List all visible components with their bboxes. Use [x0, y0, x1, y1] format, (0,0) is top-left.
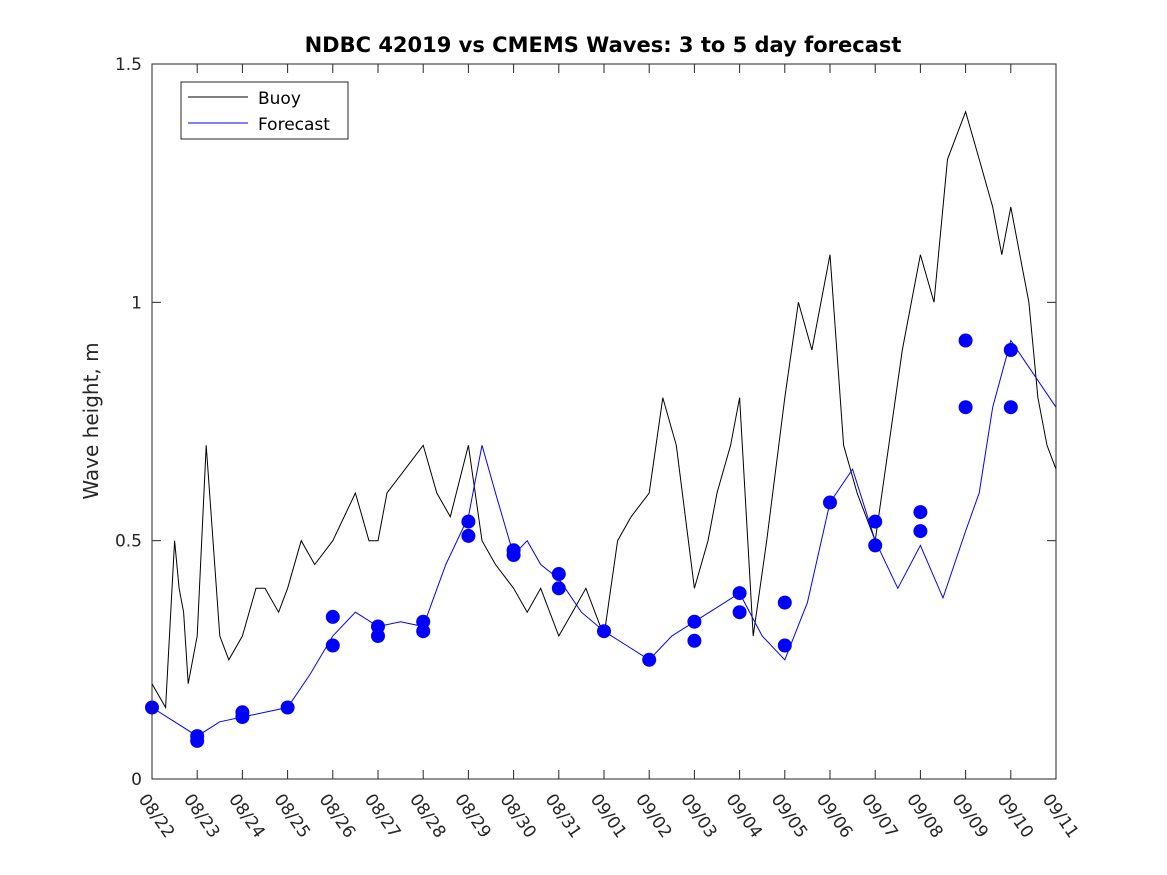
forecast-marker — [461, 514, 476, 529]
forecast-marker — [687, 633, 702, 648]
forecast-marker — [551, 567, 566, 581]
forecast-marker — [913, 505, 928, 520]
series-line-forecast — [151, 339, 1057, 737]
forecast-marker — [1003, 400, 1018, 415]
forecast-marker — [913, 524, 928, 539]
forecast-marker — [416, 624, 431, 639]
y-tick-label: 1.5 — [115, 55, 142, 75]
forecast-marker — [642, 652, 657, 667]
forecast-marker — [687, 614, 702, 629]
forecast-marker — [868, 538, 883, 553]
legend-label-forecast: Forecast — [258, 115, 330, 135]
forecast-marker — [325, 638, 340, 653]
forecast-marker — [958, 333, 973, 348]
forecast-marker — [235, 710, 250, 724]
y-axis-label: Wave height, m — [79, 342, 103, 499]
forecast-marker — [597, 624, 611, 639]
plot-area — [145, 110, 1057, 748]
forecast-marker — [868, 514, 883, 529]
legend: Buoy Forecast — [180, 81, 349, 140]
forecast-marker — [371, 629, 385, 643]
chart-title: NDBC 42019 vs CMEMS Waves: 3 to 5 day fo… — [305, 33, 902, 57]
forecast-marker — [551, 581, 566, 596]
forecast-marker — [190, 729, 205, 744]
forecast-marker — [461, 528, 476, 543]
legend-label-buoy: Buoy — [258, 89, 301, 109]
forecast-marker — [777, 595, 792, 610]
forecast-marker — [506, 548, 521, 562]
legend-box — [180, 81, 349, 140]
forecast-marker — [732, 586, 747, 601]
series-line-buoy — [151, 110, 1057, 710]
y-tick-label: 0.5 — [115, 532, 142, 552]
forecast-marker — [325, 609, 340, 624]
forecast-marker — [280, 700, 295, 715]
forecast-marker — [958, 400, 973, 415]
forecast-marker — [732, 605, 747, 620]
y-tick-label: 0 — [131, 770, 142, 790]
forecast-marker — [777, 638, 792, 653]
forecast-marker — [823, 495, 837, 510]
forecast-marker — [1003, 343, 1018, 357]
y-tick-label: 1 — [131, 293, 142, 313]
